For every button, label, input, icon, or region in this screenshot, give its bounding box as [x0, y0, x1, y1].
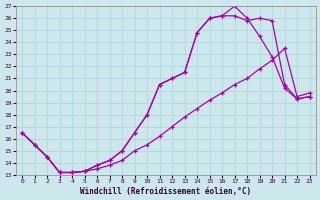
X-axis label: Windchill (Refroidissement éolien,°C): Windchill (Refroidissement éolien,°C) [80, 187, 252, 196]
